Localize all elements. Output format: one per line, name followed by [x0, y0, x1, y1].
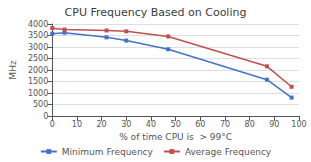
svg-text:80: 80 — [245, 120, 255, 129]
svg-text:1000: 1000 — [28, 89, 48, 98]
svg-text:3500: 3500 — [28, 31, 48, 40]
svg-text:70: 70 — [220, 120, 230, 129]
svg-text:30: 30 — [121, 120, 131, 129]
svg-text:0: 0 — [43, 112, 48, 121]
svg-text:CPU Frequency Based on Cooling: CPU Frequency Based on Cooling — [65, 6, 247, 19]
svg-text:3000: 3000 — [28, 43, 48, 52]
svg-text:50: 50 — [171, 120, 181, 129]
svg-text:500: 500 — [33, 100, 48, 109]
svg-text:60: 60 — [195, 120, 205, 129]
svg-text:% of time CPU is > 99°C: % of time CPU is > 99°C — [119, 132, 232, 142]
svg-text:90: 90 — [269, 120, 279, 129]
svg-text:4000: 4000 — [28, 20, 48, 29]
svg-text:Average Frequency: Average Frequency — [185, 147, 272, 157]
svg-text:100: 100 — [291, 120, 306, 129]
svg-text:2000: 2000 — [28, 66, 48, 75]
svg-text:Minimum Frequency: Minimum Frequency — [62, 147, 154, 157]
svg-text:0: 0 — [50, 120, 55, 129]
svg-text:MHz: MHz — [8, 60, 18, 80]
svg-text:2500: 2500 — [28, 54, 48, 63]
svg-text:10: 10 — [72, 120, 82, 129]
svg-text:40: 40 — [146, 120, 156, 129]
svg-text:1500: 1500 — [28, 77, 48, 86]
svg-text:20: 20 — [97, 120, 107, 129]
